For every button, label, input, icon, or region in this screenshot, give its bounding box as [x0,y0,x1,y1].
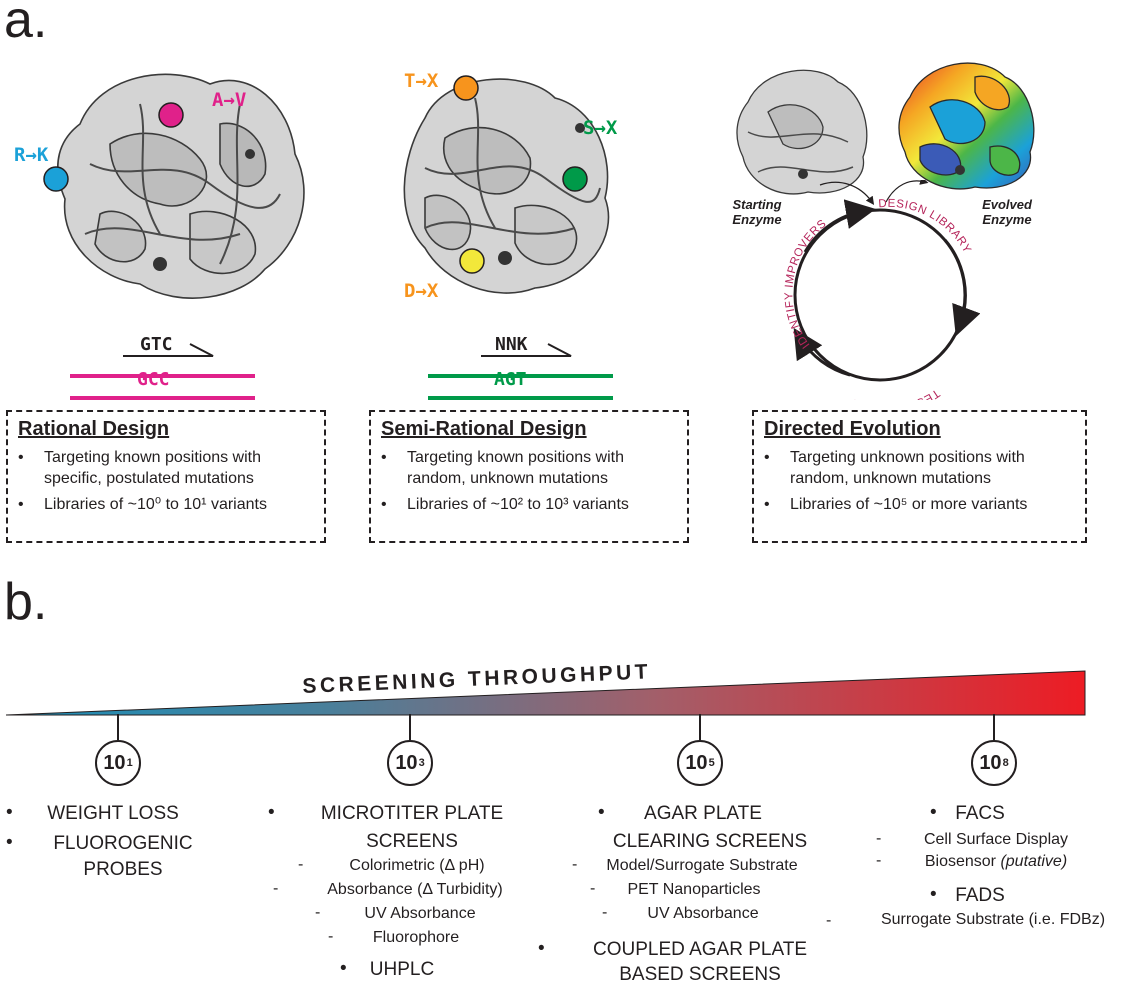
dash: - [328,928,334,945]
sub-surrogate-substrate-fdbz: Surrogate Substrate (i.e. FDBz) [880,911,1106,928]
mutation-label-r-k: R→K [14,144,49,166]
panel-a-label: a. [4,0,48,49]
bullet: • [598,802,605,823]
throughput-badge-1e1: 10 1 [95,740,141,786]
mutation-label-s-x: S→X [583,117,618,139]
starting-enzyme-structure [736,69,868,195]
sub-pet-nanoparticles: PET Nanoparticles [627,881,761,898]
starting-enzyme-label: Starting Enzyme [732,197,782,227]
bullet: • [268,802,275,823]
protein-structure-rational [57,73,305,299]
directed-evolution-title: Directed Evolution [764,418,941,440]
dash: - [315,904,321,921]
method-facs: FACS [955,803,1005,824]
method-coupled-agar-line1: COUPLED AGAR PLATE [593,939,807,960]
primer-strands-semi-rational [428,343,613,400]
bullet: • [930,802,937,823]
dash: - [590,880,596,897]
method-weight-loss: WEIGHT LOSS [47,803,179,824]
method-fluorogenic-probes-line1: FLUOROGENIC [53,833,193,854]
mutation-label-d-x: D→X [404,280,439,302]
evolved-enzyme-structure [898,62,1035,190]
directed-evolution-bullet-1: Targeting unknown positions withrandom, … [764,447,1077,489]
method-microtiter-line2: SCREENS [366,831,458,852]
sub-model-surrogate: Model/Surrogate Substrate [606,857,798,874]
dash: - [572,856,578,873]
rational-mutation-markers [43,102,184,192]
throughput-badge-1e3: 10 3 [387,740,433,786]
sub-biosensor: Biosensor (putative) [924,853,1068,870]
method-coupled-agar-line2: BASED SCREENS [619,964,781,985]
directed-evolution-cycle: DESIGN LIBRARY TEST/SCREEN IDENTIFY IMPR… [783,180,981,400]
bullet: • [6,832,13,853]
bullet: • [538,938,545,959]
bullet: • [930,884,937,905]
dash: - [826,912,832,929]
method-uhplc: UHPLC [369,959,435,980]
mutation-marker-s-x [562,166,588,192]
panel-b-label: b. [4,573,48,631]
evolved-enzyme-label: Evolved Enzyme [982,197,1032,227]
rational-bullet-1: Targeting known positions withspecific, … [18,447,316,489]
cycle-step-design-library: DESIGN LIBRARY [878,198,973,256]
mutation-marker-a-v [158,102,184,128]
cycle-step-test-screen: TEST/SCREEN [850,387,941,400]
bullet: • [340,958,347,979]
dash: - [876,830,882,847]
sub-cell-surface-display: Cell Surface Display [923,831,1069,848]
protein-structure-semi-rational [403,78,610,294]
cycle-step-identify-improvers: IDENTIFY IMPROVERS [783,218,829,351]
sub-uv-absorbance: UV Absorbance [364,905,476,922]
template-codon-semi-rational: AGT [494,369,527,390]
primer-strands-rational [70,343,255,400]
rational-design-title: Rational Design [18,418,170,440]
primer-codon-semi-rational: NNK [495,334,528,355]
method-agar-plate-line2: CLEARING SCREENS [612,831,808,852]
method-agar-plate-line1: AGAR PLATE [644,803,762,824]
sub-fluorophore: Fluorophore [372,929,460,946]
dash: - [602,904,608,921]
semi-rational-design-title: Semi-Rational Design [381,418,587,440]
rational-design-box: Rational Design Targeting known position… [6,410,326,543]
dash: - [273,880,279,897]
method-microtiter-line1: MICROTITER PLATE [320,803,504,824]
rational-bullet-2: Libraries of ~10⁰ to 10¹ variants [18,494,316,515]
semi-rational-bullet-2: Libraries of ~10² to 10³ variants [381,494,679,515]
semi-rational-design-box: Semi-Rational Design Targeting known pos… [369,410,689,543]
mutation-marker-t-x [453,75,479,101]
template-codon-rational: GCC [137,369,170,390]
primer-codon-rational: GTC [140,334,173,355]
dash: - [876,852,882,869]
bullet: • [6,802,13,823]
throughput-wedge [5,670,1086,716]
method-fads: FADS [955,885,1005,906]
dash: - [298,856,304,873]
semi-rational-mutation-markers [453,75,588,274]
directed-evolution-bullet-2: Libraries of ~10⁵ or more variants [764,494,1077,515]
sub-absorbance-turbidity: Absorbance (Δ Turbidity) [327,881,503,898]
mutation-marker-r-k [43,166,69,192]
mutation-marker-d-x [459,248,485,274]
mutation-label-a-v: A→V [212,89,247,111]
directed-evolution-box: Directed Evolution Targeting unknown pos… [752,410,1087,543]
sub-colorimetric: Colorimetric (Δ pH) [349,857,485,874]
throughput-badge-1e5: 10 5 [677,740,723,786]
tick-stems [117,714,995,740]
method-fluorogenic-probes-line2: PROBES [83,859,163,880]
sub-uv-absorbance-2: UV Absorbance [647,905,759,922]
mutation-label-t-x: T→X [404,70,439,92]
throughput-badge-1e8: 10 8 [971,740,1017,786]
